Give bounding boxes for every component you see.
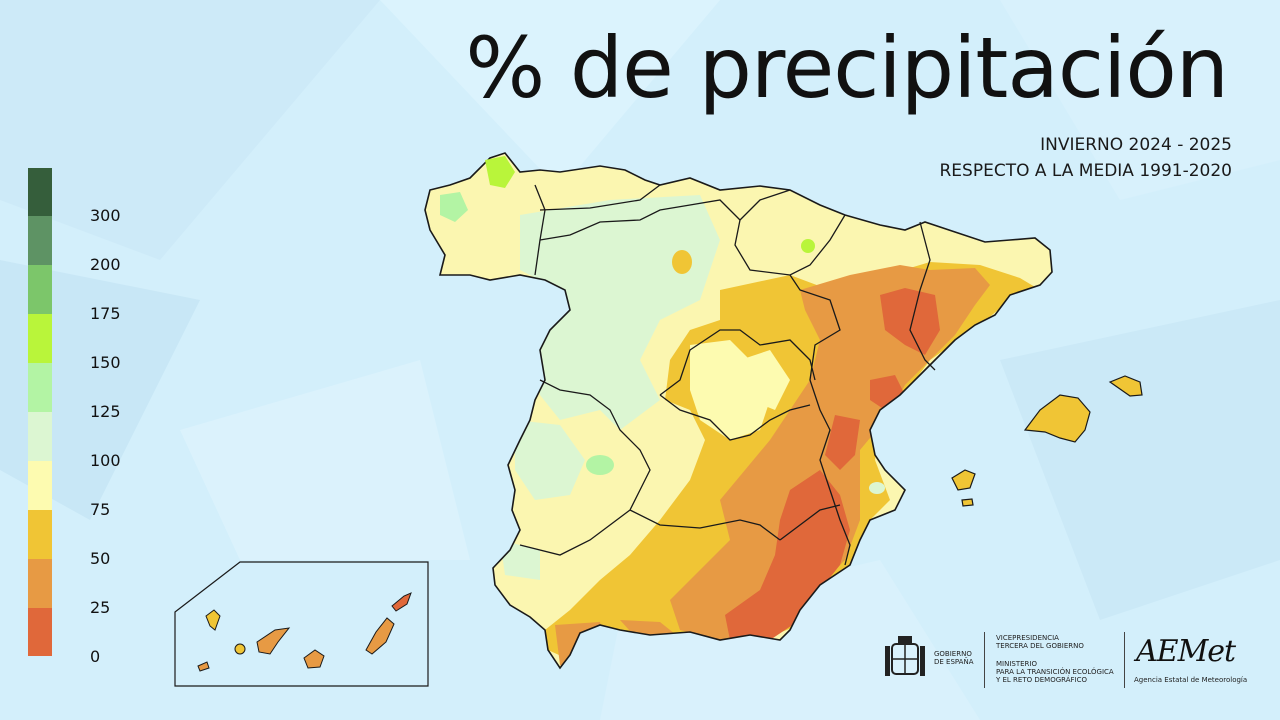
legend-label: 100 xyxy=(90,451,121,470)
gobierno-text: GOBIERNO DE ESPAÑA xyxy=(934,650,974,666)
vicepresidencia-text: VICEPRESIDENCIA TERCERA DEL GOBIERNO xyxy=(996,634,1084,650)
logo-divider xyxy=(1124,632,1125,688)
canary-islands-inset xyxy=(174,561,429,687)
legend-label: 150 xyxy=(90,353,121,372)
legend-label: 75 xyxy=(90,500,111,519)
legend-label: 200 xyxy=(90,255,121,274)
legend-color-bar xyxy=(28,168,52,656)
ministerio-text: MINISTERIO PARA LA TRANSICIÓN ECOLÓGICA … xyxy=(996,660,1114,684)
legend-label: 125 xyxy=(90,402,121,421)
coat-of-arms-icon xyxy=(885,636,925,676)
subtitle: INVIERNO 2024 - 2025 RESPECTO A LA MEDIA… xyxy=(939,132,1232,184)
legend-label: 50 xyxy=(90,549,111,568)
legend-label: 300 xyxy=(90,206,121,225)
aemet-logo: AEMet xyxy=(1136,634,1236,669)
subtitle-season: INVIERNO 2024 - 2025 xyxy=(1040,135,1232,155)
legend-label: 175 xyxy=(90,304,121,323)
balearic-islands xyxy=(951,375,1143,507)
legend-label: 0 xyxy=(90,647,101,666)
institution-logos: GOBIERNO DE ESPAÑA VICEPRESIDENCIA TERCE… xyxy=(880,630,1247,690)
galicia-high-precipitation xyxy=(440,156,815,253)
color-legend: 300 200 175 150 125 100 75 50 25 0 xyxy=(28,168,121,666)
page-title: % de precipitación xyxy=(465,19,1229,117)
aemet-full-name: Agencia Estatal de Meteorología xyxy=(1134,676,1248,684)
regional-boundaries xyxy=(519,184,936,566)
subtitle-reference: RESPECTO A LA MEDIA 1991-2020 xyxy=(939,161,1232,181)
legend-label: 25 xyxy=(90,598,111,617)
logo-divider xyxy=(984,632,985,688)
